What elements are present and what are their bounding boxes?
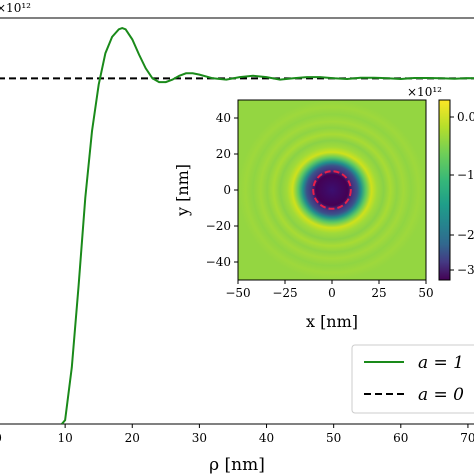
series-line-a1 bbox=[61, 27, 474, 424]
heatmap-x-tick-label: 25 bbox=[371, 286, 386, 300]
main-x-tick-label: 30 bbox=[192, 431, 207, 445]
heatmap-x-axis-label: x [nm] bbox=[306, 312, 358, 331]
main-x-tick-label: 10 bbox=[57, 431, 72, 445]
inner-radius-circle bbox=[312, 170, 352, 210]
heatmap-ticks: −50 −25 0 25 50 −40 −20 0 20 40 bbox=[206, 111, 434, 300]
heatmap-y-tick-label: 40 bbox=[216, 111, 231, 125]
heatmap-y-tick-label: 0 bbox=[223, 183, 231, 197]
main-x-tick-label: 0 bbox=[0, 431, 2, 445]
colorbar-tick-label: 0.0 bbox=[457, 110, 474, 124]
colorbar-tick-label: −3 bbox=[457, 263, 474, 277]
colorbar-scale-label: ×10¹² bbox=[407, 85, 442, 99]
colorbar bbox=[438, 99, 451, 281]
main-x-tick-label: 40 bbox=[259, 431, 274, 445]
main-x-tick-label: 60 bbox=[393, 431, 408, 445]
main-x-tick-label: 70 bbox=[460, 431, 474, 445]
main-scale-label: ×10¹² bbox=[0, 1, 31, 15]
heatmap-image bbox=[238, 100, 426, 280]
heatmap-x-tick-label: 0 bbox=[328, 286, 336, 300]
heatmap-y-tick-label: 20 bbox=[216, 147, 231, 161]
colorbar-tick-label: −1 bbox=[457, 168, 474, 182]
heatmap-y-tick-label: −20 bbox=[206, 219, 231, 233]
main-axes-frame bbox=[0, 17, 474, 425]
heatmap-x-tick-label: 50 bbox=[418, 286, 433, 300]
main-x-tick-label: 20 bbox=[125, 431, 140, 445]
colorbar-ticks: 0.0 −1 −2 −3 bbox=[450, 110, 474, 277]
legend-label-a0: a = 0 bbox=[418, 385, 464, 405]
heatmap-x-tick-label: −50 bbox=[225, 286, 250, 300]
colorbar-tick-label: −2 bbox=[457, 228, 474, 242]
legend: a = 1 a = 0 bbox=[351, 344, 474, 414]
heatmap-y-tick-label: −40 bbox=[206, 255, 231, 269]
main-x-tick-label: 50 bbox=[326, 431, 341, 445]
inset-heatmap: −50 −25 0 25 50 −40 −20 0 20 40 x [nm] y [nm] ×10… bbox=[173, 85, 474, 331]
main-x-ticks: 0 10 20 30 40 50 60 70 bbox=[0, 424, 474, 445]
heatmap-y-axis-label: y [nm] bbox=[173, 164, 192, 217]
heatmap-x-tick-label: −25 bbox=[272, 286, 297, 300]
main-x-axis-label: ρ [nm] bbox=[209, 455, 265, 474]
legend-label-a1: a = 1 bbox=[418, 353, 464, 373]
